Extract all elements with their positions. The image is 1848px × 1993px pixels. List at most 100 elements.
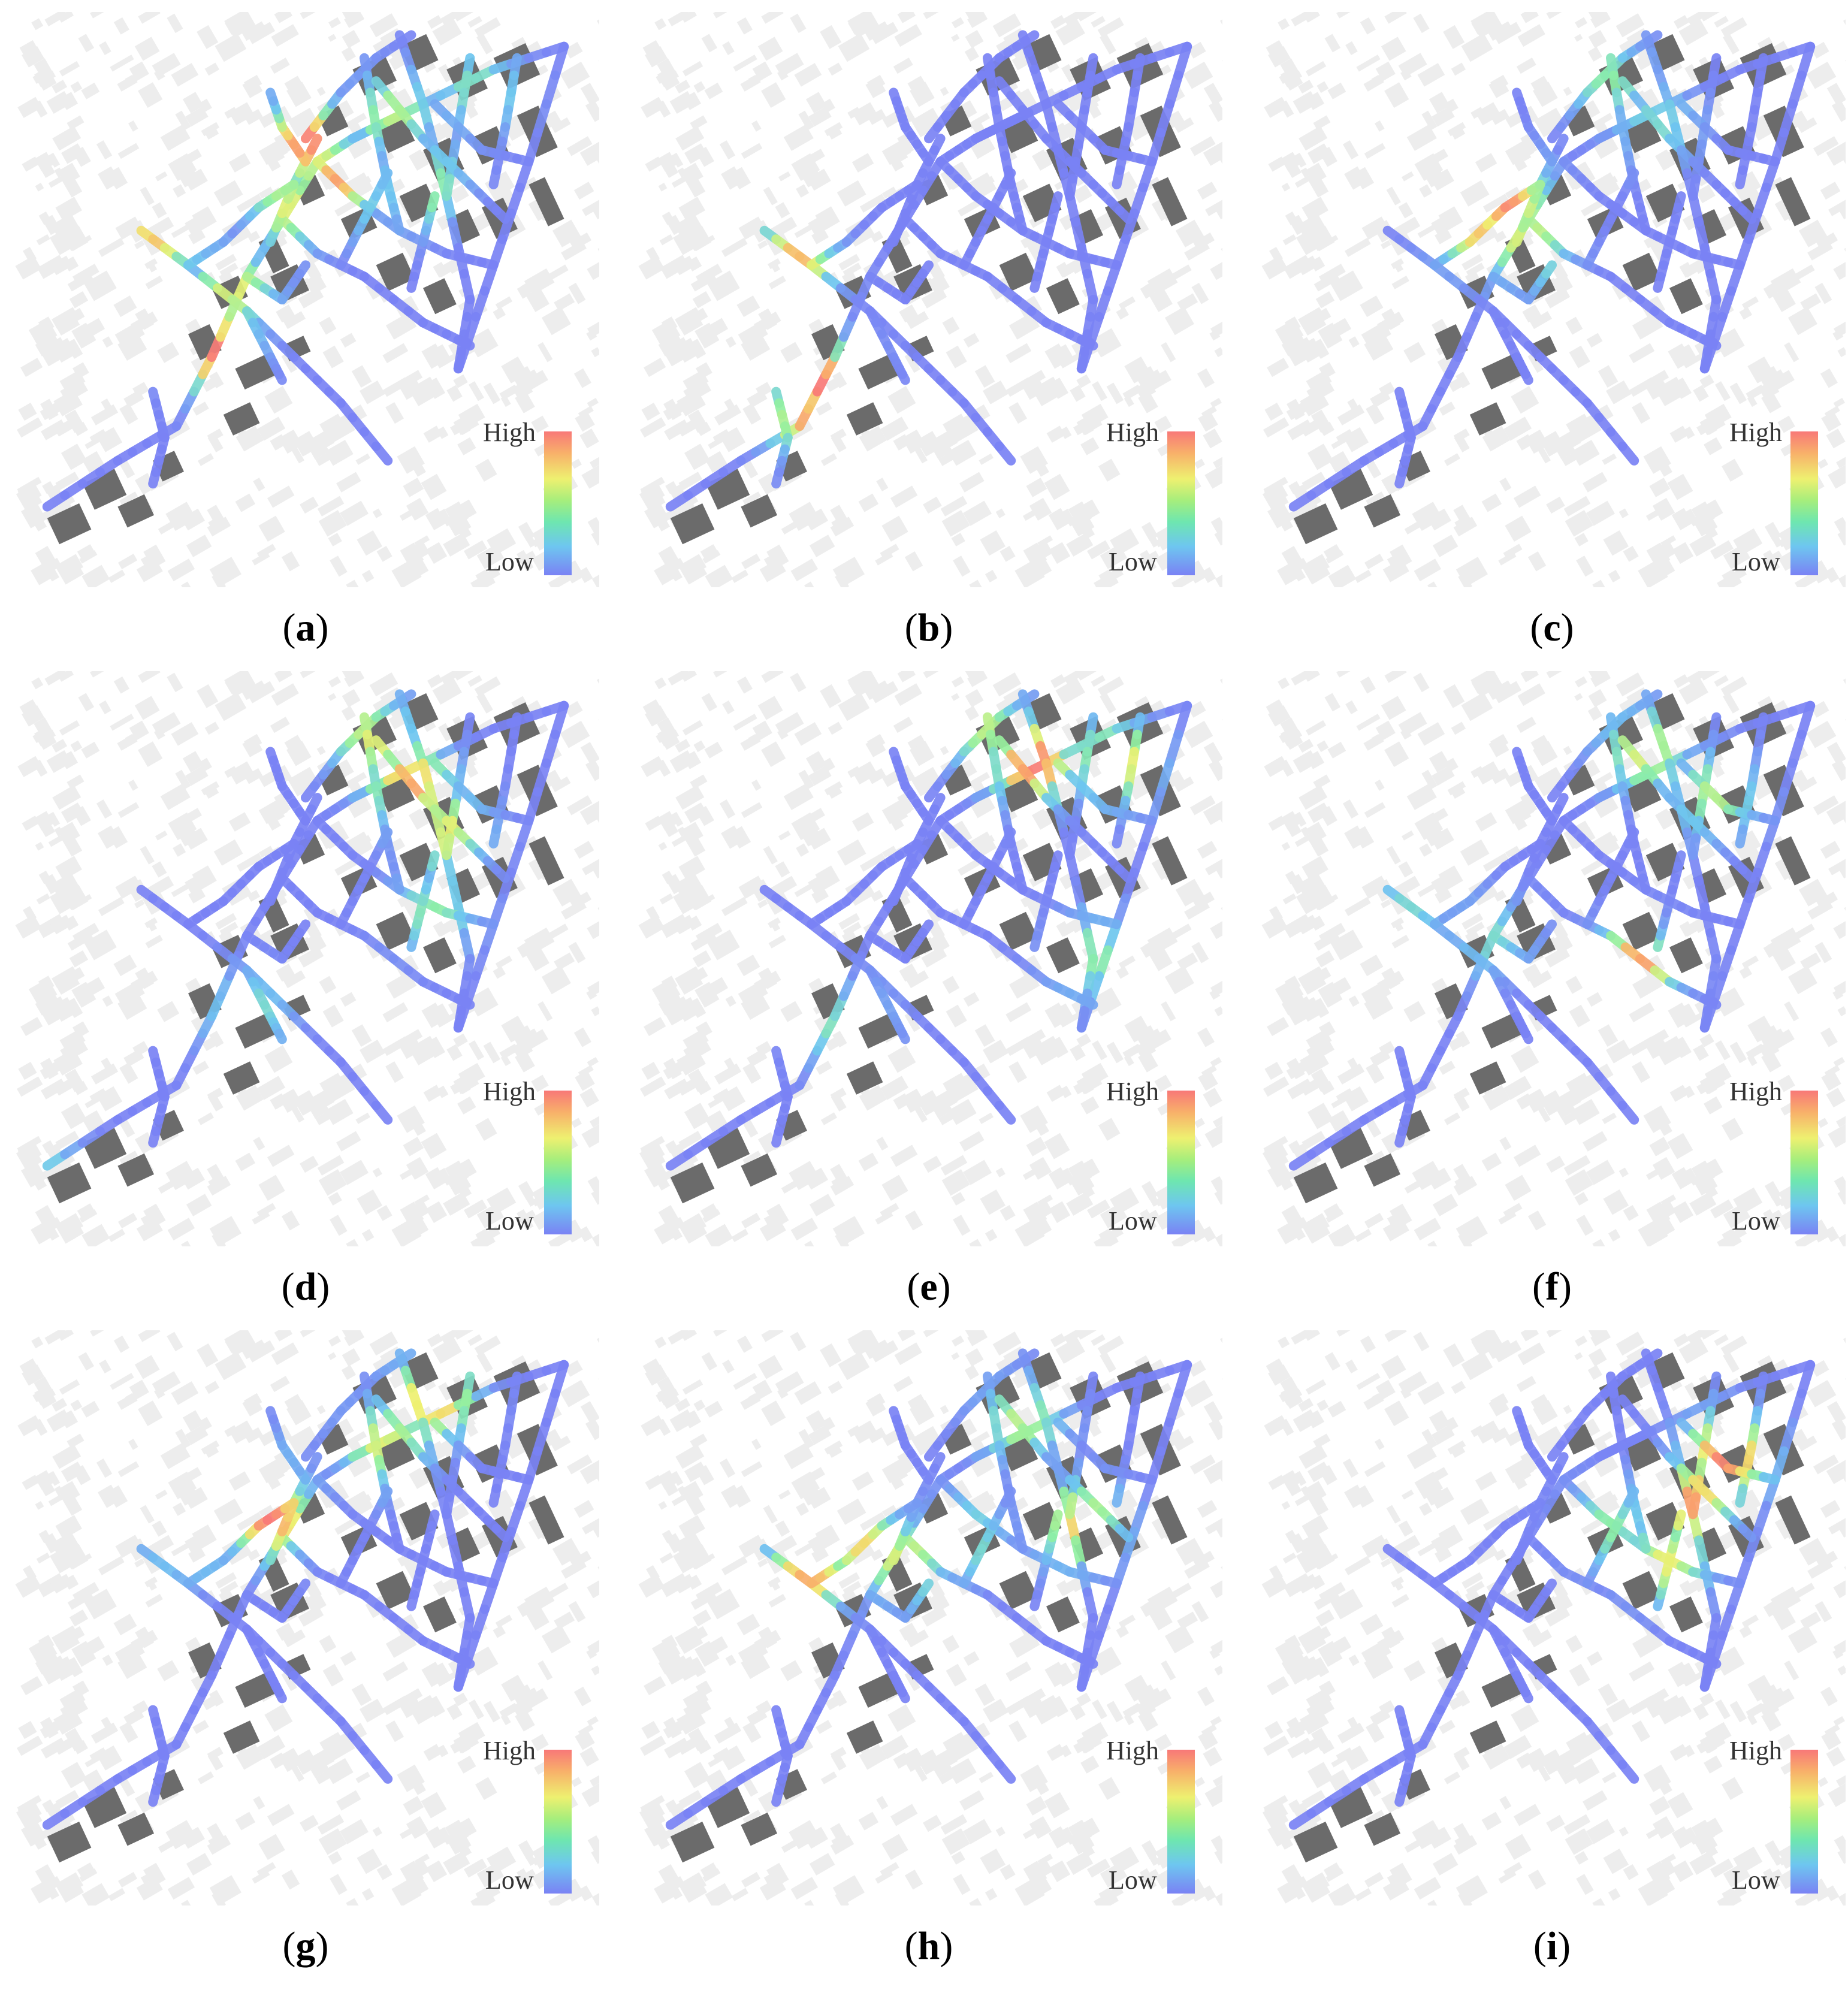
background-building bbox=[152, 861, 167, 878]
background-building bbox=[1569, 345, 1590, 369]
background-building bbox=[1517, 683, 1545, 706]
street-segment bbox=[280, 180, 299, 195]
background-building bbox=[959, 1131, 985, 1152]
background-building bbox=[658, 841, 668, 851]
background-building bbox=[209, 1031, 224, 1048]
background-building bbox=[708, 1096, 724, 1109]
legend-color-bar bbox=[544, 431, 572, 575]
background-building bbox=[1724, 59, 1740, 71]
background-building bbox=[941, 510, 970, 537]
background-building bbox=[261, 274, 270, 283]
background-building bbox=[440, 671, 467, 684]
background-building bbox=[548, 1230, 574, 1246]
background-building bbox=[867, 108, 886, 125]
background-building bbox=[678, 1131, 702, 1150]
background-building bbox=[1285, 871, 1298, 884]
background-building bbox=[794, 63, 822, 87]
background-building bbox=[117, 1651, 147, 1679]
background-building bbox=[63, 225, 89, 252]
background-building bbox=[144, 917, 158, 929]
background-building bbox=[684, 143, 708, 164]
background-building bbox=[411, 1120, 426, 1136]
background-building bbox=[1306, 751, 1325, 769]
background-building bbox=[985, 1229, 998, 1242]
street-segment bbox=[512, 153, 534, 167]
background-building bbox=[641, 402, 660, 421]
background-building bbox=[1592, 772, 1614, 788]
background-building bbox=[1092, 1040, 1107, 1061]
background-building bbox=[1419, 843, 1433, 857]
background-building bbox=[1503, 543, 1523, 559]
background-building bbox=[1687, 671, 1714, 684]
background-building bbox=[89, 429, 107, 443]
background-building bbox=[35, 557, 62, 579]
background-building bbox=[341, 705, 356, 721]
background-building bbox=[1025, 1216, 1052, 1241]
background-building bbox=[439, 509, 453, 527]
background-building bbox=[1533, 81, 1558, 107]
background-building bbox=[304, 273, 327, 295]
background-building bbox=[1499, 742, 1509, 754]
background-building bbox=[830, 517, 854, 537]
background-building bbox=[341, 46, 356, 62]
background-building bbox=[1682, 259, 1704, 278]
legend-color-bar bbox=[1790, 431, 1818, 575]
background-building bbox=[1648, 1216, 1675, 1241]
background-building bbox=[683, 92, 702, 110]
background-building bbox=[928, 932, 950, 954]
background-building bbox=[926, 906, 942, 924]
background-building bbox=[50, 872, 79, 898]
background-building bbox=[63, 884, 89, 911]
background-building bbox=[1268, 816, 1286, 831]
background-building bbox=[1646, 1201, 1671, 1227]
background-building bbox=[1645, 508, 1662, 521]
background-building bbox=[1384, 741, 1409, 767]
street-segment bbox=[771, 467, 784, 489]
background-building bbox=[1305, 720, 1327, 736]
background-building bbox=[258, 515, 285, 542]
background-building bbox=[84, 929, 117, 961]
background-building bbox=[1307, 1103, 1334, 1130]
background-building bbox=[65, 967, 85, 985]
background-building bbox=[1336, 12, 1360, 19]
background-building bbox=[597, 238, 599, 263]
background-building bbox=[1091, 16, 1106, 28]
background-building bbox=[1403, 1001, 1426, 1022]
background-building bbox=[1077, 671, 1097, 681]
background-building bbox=[847, 671, 879, 697]
street-segment bbox=[1541, 919, 1557, 938]
background-building bbox=[493, 966, 506, 979]
background-building bbox=[663, 402, 685, 421]
background-building bbox=[1323, 544, 1342, 561]
background-building bbox=[964, 46, 979, 62]
background-building bbox=[427, 1333, 443, 1348]
background-building bbox=[1300, 826, 1310, 837]
background-building bbox=[207, 517, 231, 537]
background-building bbox=[1811, 41, 1829, 59]
building-block bbox=[422, 278, 457, 315]
background-building bbox=[1824, 406, 1840, 418]
background-building bbox=[1000, 545, 1016, 562]
background-building bbox=[345, 772, 367, 788]
background-building bbox=[90, 404, 119, 425]
background-building bbox=[330, 555, 348, 577]
background-building bbox=[1605, 380, 1632, 404]
background-building bbox=[1203, 428, 1222, 449]
background-building bbox=[1219, 671, 1222, 690]
background-building bbox=[674, 213, 702, 238]
background-building bbox=[270, 58, 290, 74]
background-building bbox=[1390, 544, 1412, 569]
background-building bbox=[315, 452, 331, 466]
background-building bbox=[951, 693, 960, 701]
background-building bbox=[1499, 83, 1509, 95]
background-building bbox=[182, 92, 204, 114]
background-building bbox=[1299, 126, 1328, 151]
background-building bbox=[1164, 306, 1194, 336]
background-building bbox=[268, 141, 285, 162]
street-segment bbox=[1735, 165, 1748, 189]
background-building bbox=[659, 234, 674, 246]
background-building bbox=[798, 110, 814, 131]
background-building bbox=[40, 1061, 62, 1080]
background-building bbox=[357, 1189, 383, 1215]
background-building bbox=[832, 1031, 847, 1048]
